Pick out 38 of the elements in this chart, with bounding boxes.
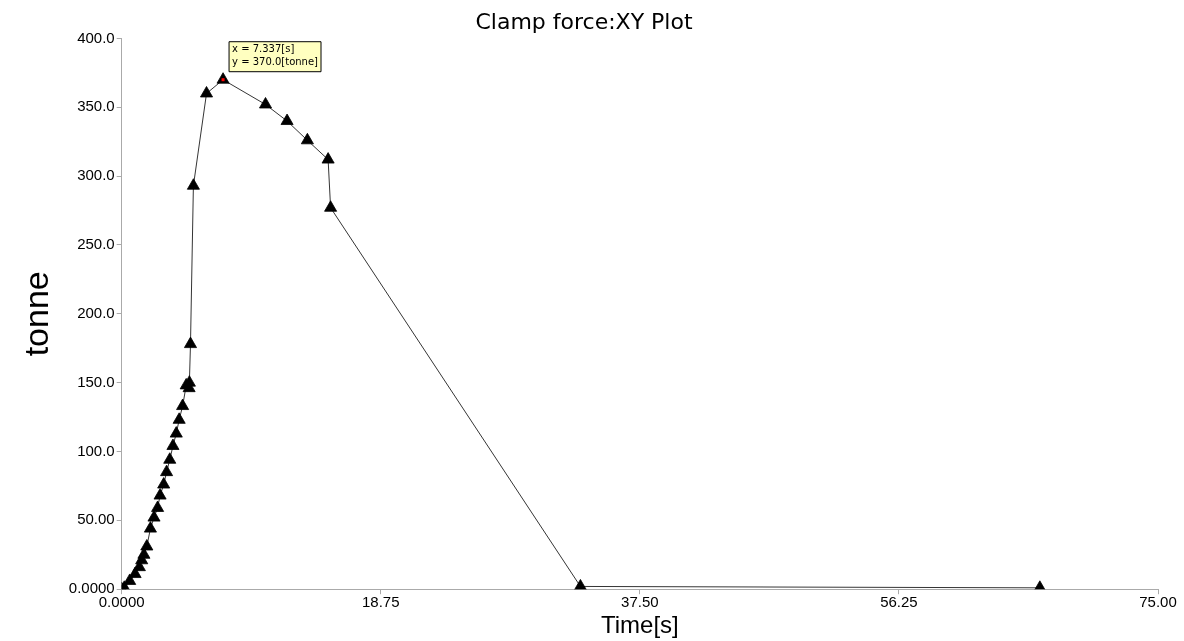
y-tick-label: 200.0: [77, 303, 115, 321]
point: [300, 132, 314, 145]
point: [153, 488, 167, 500]
annotation: x = 7.337[s] y = 370.0[tonne]: [232, 43, 319, 68]
point: [573, 579, 587, 590]
point: [324, 200, 338, 212]
point: [140, 539, 154, 551]
y-tick-label: 350.0: [77, 97, 115, 115]
point: [151, 500, 165, 512]
y-tick-label: 150.0: [77, 372, 115, 390]
y-tick-label: 250.0: [77, 235, 115, 253]
point: [172, 412, 186, 424]
point: [147, 510, 161, 522]
point: [176, 398, 190, 410]
point: [280, 113, 294, 125]
chart-title: Clamp force:XY Plot: [475, 8, 693, 34]
x-axis-title: Time[s]: [600, 611, 679, 639]
x-tick-label: 37.50: [621, 593, 659, 611]
point: [321, 152, 335, 164]
x-tick-label: 75.00: [1139, 593, 1177, 611]
y-axis-title: tonne: [16, 271, 55, 357]
point: [160, 464, 174, 477]
point: [143, 521, 157, 533]
y-tick-label: 400.0: [77, 28, 115, 46]
point: [163, 452, 177, 464]
point: [200, 86, 213, 98]
point: [169, 426, 183, 438]
point: [123, 573, 137, 585]
y-tick-label: 300.0: [77, 166, 115, 184]
x-tick-label: 18.75: [361, 593, 400, 611]
x-tick-label: 56.25: [880, 593, 918, 611]
y-tick-label: 100.0: [77, 441, 115, 459]
point: [259, 97, 272, 109]
point: [157, 477, 171, 489]
y-tick-label: 50.00: [77, 510, 115, 528]
point: [166, 438, 180, 450]
point: [186, 178, 200, 190]
point: [184, 336, 197, 348]
